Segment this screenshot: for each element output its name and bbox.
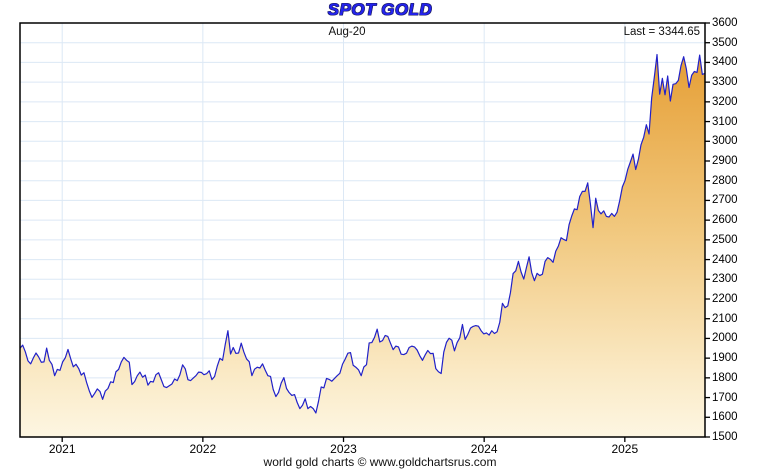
x-axis-tick-label: 2022 [189,442,217,456]
y-axis-tick-label: 1800 [712,371,738,384]
x-axis-tick-label: 2021 [48,442,76,456]
plot-border [19,22,706,438]
y-axis-tick-label: 3200 [712,95,738,108]
period-start-label: Aug-20 [328,26,366,38]
y-axis-tick-label: 2700 [712,194,738,207]
y-axis-tick-label: 3600 [712,17,738,29]
y-axis-tick-label: 3300 [712,76,738,89]
price-polyline [19,53,706,414]
y-axis-tick-label: 2800 [712,174,738,187]
price-line [19,53,706,414]
x-axis-tick-label: 2025 [611,442,639,456]
y-axis-tick-label: 3400 [712,56,738,69]
y-axis-tick-label: 2000 [712,332,738,345]
y-axis-tick-label: 1700 [712,391,738,404]
y-axis-tick-label: 3500 [712,36,738,49]
price-area [20,54,705,437]
x-axis-tick-label: 2024 [470,442,498,456]
y-axis-tick-label: 2600 [712,214,738,227]
y-axis-tick-label: 2100 [712,312,738,325]
axis-tick-marks [61,22,710,442]
y-axis-tick-label: 1500 [712,431,738,443]
plot-border-rect [19,22,706,438]
y-axis-tick-label: 2400 [712,253,738,266]
y-axis-tick-label: 2500 [712,233,738,246]
y-axis-tick-label: 3000 [712,135,738,148]
y-axis-tick-label: 1900 [712,352,738,365]
y-axis-tick-label: 1600 [712,411,738,424]
price-area-fill [20,54,705,437]
y-axis-tick-label: 2200 [712,293,738,305]
y-axis-tick-label: 2300 [712,273,738,286]
footer-credit: world gold charts © www.goldchartsrus.co… [263,455,497,469]
y-axis-tick-label: 2900 [712,155,738,167]
y-axis-tick-label: 3100 [712,115,738,128]
last-price-label: Last = 3344.65 [623,26,700,38]
x-axis-tick-label: 2023 [330,442,357,456]
chart-title: SPOT GOLD [327,0,433,19]
